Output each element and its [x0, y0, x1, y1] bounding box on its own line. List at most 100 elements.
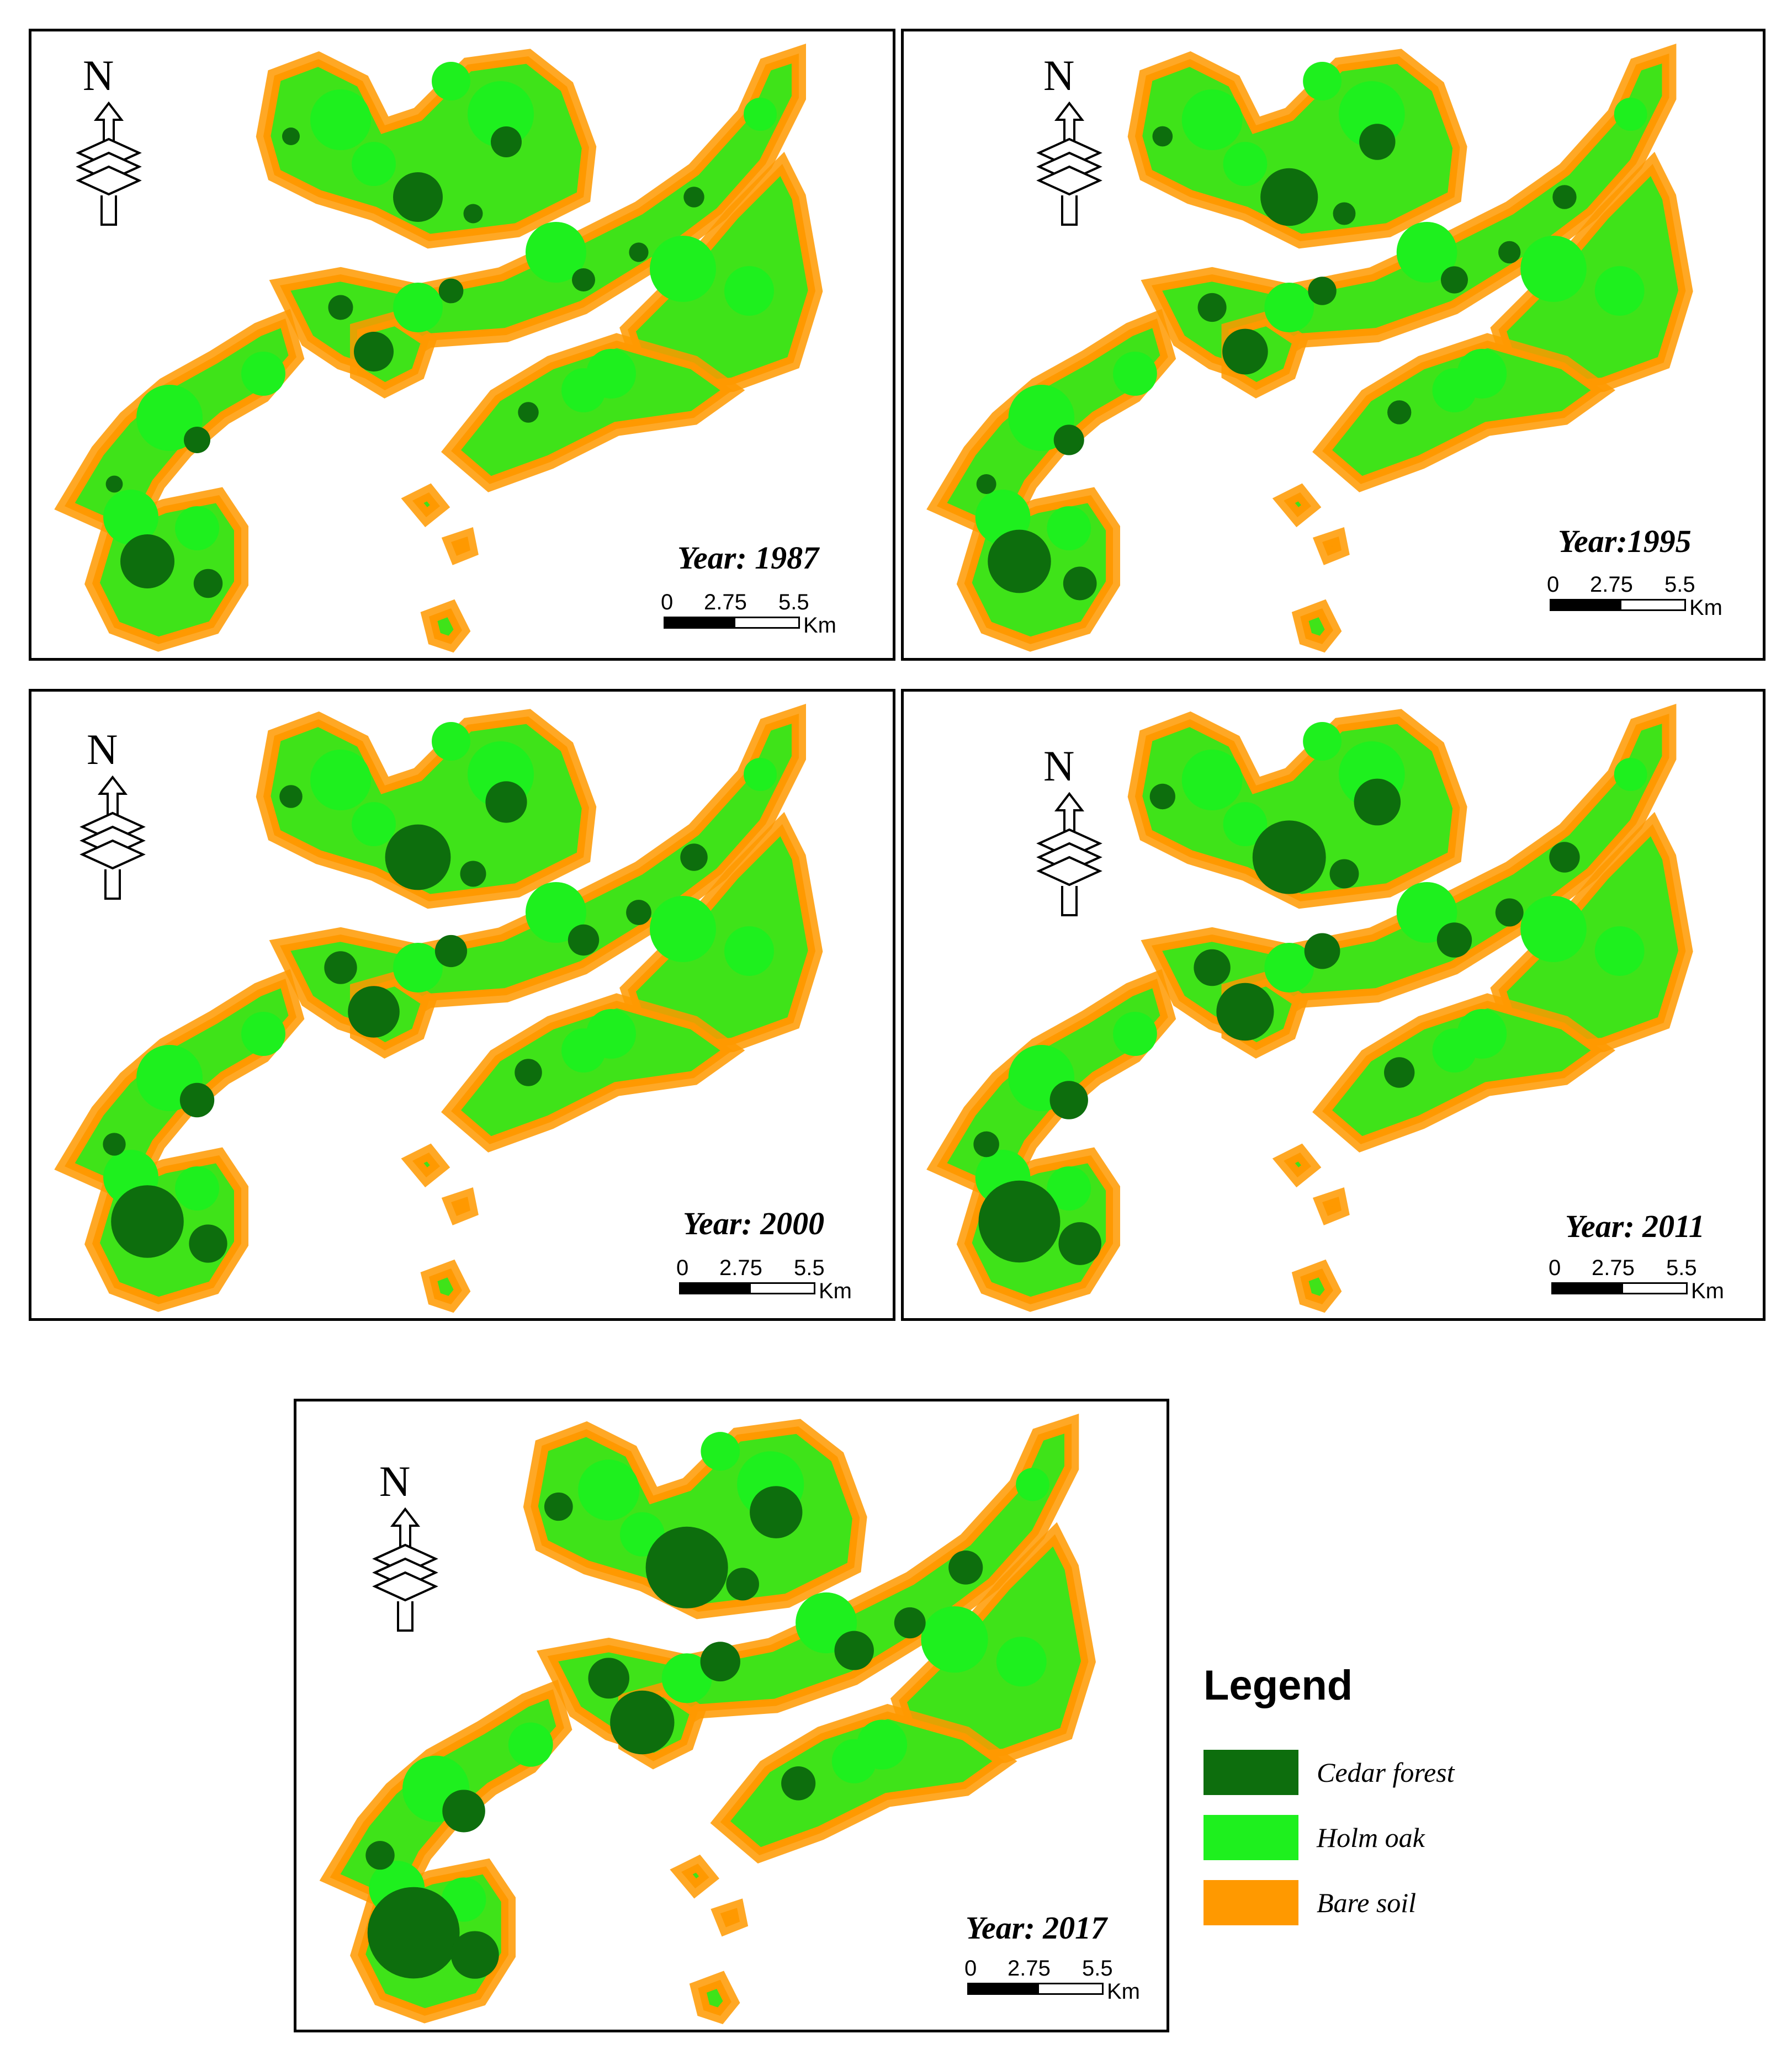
north-arrow-icon [372, 1507, 438, 1632]
holm-oak-patch [1223, 802, 1268, 846]
scale-tick-0: 0 [676, 1256, 689, 1280]
scale-unit: Km [1689, 596, 1722, 620]
holm-oak-patch [1016, 1468, 1049, 1501]
holm-oak-patch [921, 1606, 988, 1673]
holm-oak-patch [103, 490, 158, 545]
scale-bar: 0 2.75 5.5 Km [1549, 1256, 1725, 1303]
cedar-forest-patch [568, 924, 600, 956]
holm-oak-area [670, 1854, 719, 1899]
cedar-forest-patch [1329, 859, 1359, 889]
scale-bar: 0 2.75 5.5 Km [661, 590, 837, 638]
cedar-forest-patch [438, 278, 464, 304]
scale-bar-black [664, 617, 735, 629]
land-cover-map [926, 43, 1693, 653]
cedar-forest-patch [1216, 983, 1274, 1041]
cedar-forest-patch [515, 1059, 542, 1086]
scale-tick-0: 0 [661, 590, 674, 614]
cedar-forest-patch [1308, 277, 1337, 305]
cedar-forest-patch [1222, 328, 1268, 375]
cedar-forest-patch [588, 1658, 629, 1699]
cedar-forest-patch [1063, 566, 1097, 601]
cedar-forest-patch [1387, 400, 1412, 424]
scale-tick-2-75: 2.75 [719, 1256, 762, 1280]
north-label: N [1043, 742, 1075, 790]
holm-oak-area [1291, 1259, 1342, 1313]
scale-bar-white [1620, 599, 1686, 611]
holm-oak-area [1312, 333, 1616, 492]
cedar-forest-patch [629, 242, 649, 262]
north-arrow-shape [1061, 195, 1078, 226]
cedar-forest-patch [282, 128, 300, 145]
cedar-forest-patch [978, 1180, 1061, 1263]
north-label: N [379, 1457, 411, 1505]
north-arrow-shape [1036, 856, 1102, 886]
holm-oak-patch [1264, 943, 1314, 992]
map-panel-1995: N Year:1995 0 2.75 5.5 Km [901, 29, 1766, 661]
holm-oak-patch [1181, 750, 1243, 810]
scale-unit: Km [1691, 1279, 1724, 1303]
scale-tick-5-5: 5.5 [1666, 1256, 1697, 1280]
cedar-forest-patch [683, 187, 704, 208]
holm-oak-area [420, 599, 471, 653]
scale-bar-black [967, 1983, 1039, 1995]
map-panel-2017: N Year: 2017 0 2.75 5.5 Km [294, 1399, 1169, 2032]
holm-oak-area [1312, 527, 1350, 565]
holm-oak-patch [526, 882, 586, 943]
cedar-forest-patch [103, 1133, 126, 1156]
cedar-forest-patch [450, 1931, 499, 1979]
north-arrow: N [1028, 51, 1111, 233]
scale-tick-5-5: 5.5 [1664, 572, 1695, 597]
north-arrow: N [71, 725, 154, 907]
scale-tick-0: 0 [1549, 1256, 1561, 1280]
cedar-forest-patch [1498, 241, 1521, 264]
legend-label-holm-oak: Holm oak [1317, 1822, 1425, 1853]
holm-oak-patch [831, 1739, 877, 1783]
cedar-forest-patch [365, 1841, 395, 1870]
cedar-forest-patch [1304, 933, 1340, 969]
holm-oak-patch [352, 142, 396, 186]
holm-oak-patch [241, 352, 285, 396]
scale-unit: Km [819, 1279, 852, 1303]
holm-oak-patch [1594, 266, 1645, 316]
cedar-forest-patch [1194, 949, 1231, 986]
legend-swatch-holm-oak [1203, 1815, 1298, 1860]
legend-label-cedar-forest: Cedar forest [1317, 1757, 1455, 1788]
scale-bar-black [1550, 599, 1621, 611]
cedar-forest-patch [348, 986, 400, 1038]
cedar-forest-patch [1552, 185, 1577, 209]
scale-bar: 0 2.75 5.5 Km [676, 1256, 853, 1303]
holm-oak-area [1291, 599, 1342, 653]
holm-oak-area [689, 1971, 740, 2025]
holm-oak-patch [1396, 882, 1457, 943]
holm-oak-patch [352, 802, 396, 846]
holm-oak-patch [1303, 722, 1342, 761]
holm-oak-patch [1614, 98, 1647, 131]
holm-oak-area [1312, 993, 1616, 1153]
north-arrow-shape [100, 195, 117, 226]
scale-unit: Km [1107, 1979, 1140, 2004]
north-arrow: N [67, 51, 150, 233]
holm-oak-patch [1047, 1166, 1091, 1210]
cedar-forest-patch [894, 1607, 926, 1639]
cedar-forest-patch [1197, 293, 1227, 322]
cedar-forest-patch [1495, 898, 1524, 927]
cedar-forest-patch [976, 474, 996, 495]
holm-oak-patch [526, 222, 586, 283]
cedar-forest-patch [544, 1492, 573, 1521]
holm-oak-area [441, 333, 745, 492]
holm-oak-patch [578, 1459, 640, 1521]
legend-swatch-cedar-forest [1203, 1750, 1298, 1795]
cedar-forest-patch [973, 1131, 999, 1158]
cedar-forest-patch [726, 1568, 759, 1601]
holm-oak-patch [561, 368, 606, 412]
holm-oak-area [1272, 483, 1322, 528]
cedar-forest-patch [1149, 783, 1175, 810]
holm-oak-area [441, 993, 745, 1153]
cedar-forest-patch [1354, 778, 1401, 826]
map-panel-2011: N Year: 2011 0 2.75 5.5 Km [901, 689, 1766, 1321]
cedar-forest-patch [328, 295, 353, 320]
north-arrow-icon [79, 775, 146, 900]
holm-oak-patch [175, 506, 219, 550]
holm-oak-area [1312, 1187, 1350, 1225]
holm-oak-patch [1223, 142, 1268, 186]
